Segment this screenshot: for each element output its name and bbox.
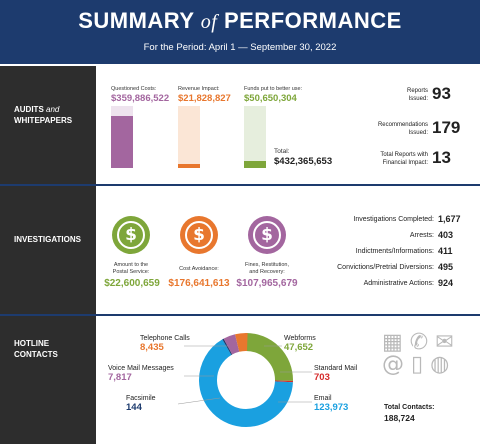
- title-word-performance: PERFORMANCE: [223, 8, 402, 33]
- questioned-costs-label: Questioned Costs:: [111, 86, 157, 92]
- reporting-period: For the Period: April 1 — September 30, …: [143, 42, 337, 53]
- page-title: SUMMARY of PERFORMANCE: [0, 8, 480, 34]
- globe-icon: ◍: [430, 352, 450, 377]
- fines-restitution-value: $107,965,679: [236, 278, 298, 289]
- hotline-section: Telephone Calls 8,435 Voice Mail Messages…: [96, 316, 480, 444]
- fines-restitution-label: Fines, Restitution, and Recovery:: [244, 262, 290, 275]
- questioned-costs-bar-track: [111, 106, 133, 168]
- leader-line: [177, 397, 221, 405]
- facsimile-legend: Facsimile 144: [126, 395, 156, 413]
- postal-service-amount-label: Amount to the Postal Service:: [112, 262, 150, 275]
- total-contacts-value: 188,724: [384, 413, 415, 423]
- page-header: SUMMARY of PERFORMANCE For the Period: A…: [0, 0, 480, 64]
- investigations-section-label: INVESTIGATIONS: [14, 235, 81, 244]
- funds-better-use-label: Funds put to better use:: [244, 86, 303, 92]
- audits-section-label: AUDITS and WHITEPAPERS: [14, 105, 73, 125]
- audits-total-value: $432,365,653: [274, 156, 333, 167]
- administrative-actions-row: Administrative Actions: 924: [363, 278, 454, 288]
- investigations-sidebar: INVESTIGATIONS: [0, 186, 96, 314]
- at-sign-icon: @: [382, 352, 404, 377]
- contact-icons-cluster: ▦ ✆ ✉ @ ▯ ◍: [382, 332, 454, 376]
- donut-slice-telephone-calls: [199, 333, 293, 427]
- phone-icon: ✆: [409, 330, 429, 355]
- funds-better-use-bar-track: [244, 106, 266, 168]
- funds-better-use-value: $50,650,304: [244, 93, 297, 104]
- divider: [0, 184, 480, 186]
- dollar-icon: $: [248, 216, 286, 254]
- revenue-impact-bar-track: [178, 106, 200, 168]
- hotline-donut-chart: [177, 333, 312, 427]
- investigations-completed-row: Investigations Completed: 1,677: [353, 214, 461, 224]
- divider: [0, 314, 480, 316]
- total-contacts-label: Total Contacts:: [384, 404, 435, 411]
- dollar-cycle-icon: $: [112, 216, 150, 254]
- cost-avoidance-value: $176,641,613: [168, 278, 230, 289]
- funds-better-use-bar: [244, 160, 266, 168]
- audits-sidebar: AUDITS and WHITEPAPERS: [0, 66, 96, 184]
- voice-mail-legend: Voice Mail Messages 7,817: [108, 365, 174, 383]
- standard-mail-legend: Standard Mail 703: [314, 365, 358, 383]
- dollar-down-icon: $: [180, 216, 218, 254]
- investigations-section: $ Amount to the Postal Service: $22,600,6…: [96, 186, 480, 314]
- cost-avoidance-label: Cost Avoidance:: [179, 266, 219, 272]
- postal-service-amount-value: $22,600,659: [104, 278, 160, 289]
- financial-impact-reports-value: 13: [432, 148, 451, 167]
- audits-section: Questioned Costs: $359,886,522 Revenue I…: [96, 66, 480, 184]
- financial-impact-reports-label: Total Reports with Financial Impact:: [380, 152, 428, 166]
- hotline-section-label: HOTLINE CONTACTS: [14, 339, 58, 359]
- webforms-legend: Webforms 47,652: [284, 335, 316, 353]
- email-legend: Email 123,973: [314, 395, 349, 413]
- questioned-costs-value: $359,886,522: [111, 93, 170, 104]
- arrests-row: Arrests: 403: [409, 230, 454, 240]
- revenue-impact-value: $21,828,827: [178, 93, 231, 104]
- revenue-impact-label: Revenue Impact:: [178, 86, 220, 92]
- hotline-sidebar: HOTLINE CONTACTS: [0, 316, 96, 444]
- convictions-row: Convictions/Pretrial Diversions: 495: [337, 262, 454, 272]
- indictments-row: Indictments/Informations: 411: [355, 246, 453, 256]
- envelope-icon: ✉: [435, 330, 454, 355]
- revenue-impact-bar: [178, 164, 200, 168]
- mobile-icon: ▯: [411, 352, 424, 377]
- donut-slice-email: [199, 333, 293, 427]
- fax-icon: ▦: [382, 330, 403, 355]
- audits-total-label: Total:: [274, 148, 290, 155]
- reports-issued-value: 93: [432, 84, 451, 103]
- title-word-of: of: [200, 11, 218, 33]
- questioned-costs-bar: [111, 116, 133, 168]
- recommendations-issued-label: Recommendations Issued:: [377, 122, 428, 136]
- reports-issued-label: Reports Issued:: [406, 88, 428, 102]
- title-word-summary: SUMMARY: [78, 8, 195, 33]
- telephone-calls-legend: Telephone Calls 8,435: [140, 335, 190, 353]
- recommendations-issued-value: 179: [432, 118, 461, 137]
